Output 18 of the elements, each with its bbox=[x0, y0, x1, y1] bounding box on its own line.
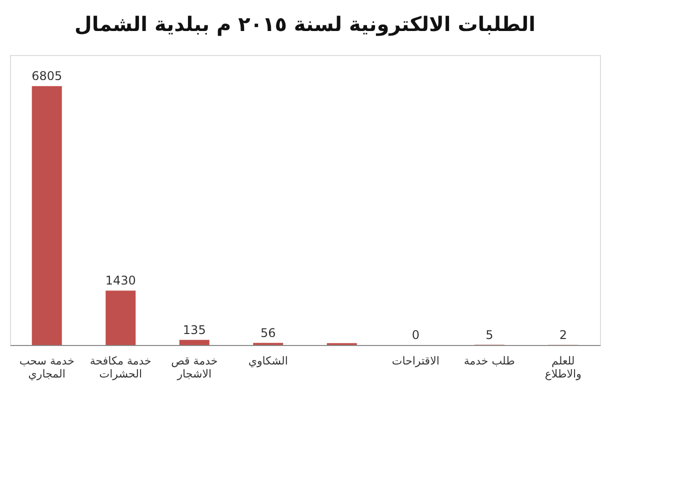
x-tick-label: خدمة مكافحة الحشرات bbox=[90, 354, 152, 380]
chart-title: الطلبات الالكترونية لسنة ٢٠١٥ م ببلدية الشمال bbox=[74, 12, 536, 36]
data-label: 5 bbox=[486, 328, 494, 342]
data-label: 6805 bbox=[32, 69, 62, 84]
x-tick-label: الشكاوي bbox=[248, 354, 288, 368]
x-tick-label: خدمة سحب المجاري bbox=[19, 354, 74, 380]
x-tick-label: الاقتراحات bbox=[392, 354, 440, 368]
bar bbox=[32, 86, 62, 345]
data-label: 56 bbox=[260, 326, 276, 340]
data-label: 135 bbox=[182, 322, 206, 337]
data-label: 2 bbox=[559, 328, 567, 342]
x-tick-label: طلب خدمة bbox=[464, 354, 516, 368]
data-label: 0 bbox=[412, 328, 420, 342]
x-tick-label: خدمة قص الاشجار bbox=[171, 354, 218, 380]
data-label: 1430 bbox=[105, 274, 136, 288]
bar bbox=[106, 290, 136, 345]
x-tick-label: للعلم والاطلاع bbox=[544, 354, 582, 380]
bar bbox=[179, 340, 210, 345]
